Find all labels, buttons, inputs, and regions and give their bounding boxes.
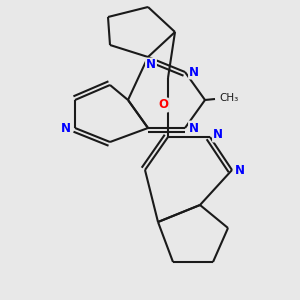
Text: CH₃: CH₃ [219,93,238,103]
Text: N: N [235,164,245,176]
Text: N: N [61,122,71,134]
Text: O: O [158,98,168,112]
Text: N: N [213,128,223,142]
Text: N: N [189,65,199,79]
Text: N: N [189,122,199,134]
Text: N: N [146,58,156,71]
